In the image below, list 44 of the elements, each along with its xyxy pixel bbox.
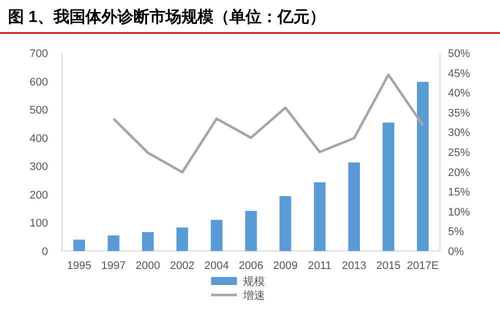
- y-tick-label: 400: [30, 132, 48, 145]
- bar: [176, 228, 188, 251]
- y2-tick-label: 15%: [448, 186, 470, 199]
- y2-tick-label: 25%: [448, 147, 470, 159]
- y2-tick-label: 5%: [448, 226, 464, 238]
- y2-tick-label: 20%: [448, 166, 470, 179]
- x-tick-label: 2000: [136, 260, 160, 272]
- x-tick-label: 2009: [273, 260, 298, 272]
- y-tick-label: 500: [30, 104, 48, 117]
- x-tick-label: 1997: [101, 260, 126, 272]
- y-tick-label: 300: [30, 161, 48, 174]
- bar: [280, 196, 292, 251]
- y2-tick-label: 50%: [448, 48, 470, 60]
- y2-tick-label: 40%: [448, 88, 470, 100]
- bar: [108, 235, 120, 251]
- x-tick-label: 2017E: [406, 260, 439, 272]
- bar: [210, 220, 222, 251]
- y-tick-label: 100: [30, 218, 48, 230]
- legend-label: 增速: [242, 289, 265, 302]
- x-tick-label: 2015: [376, 260, 401, 272]
- legend-label: 规模: [243, 276, 265, 288]
- bar: [382, 122, 394, 251]
- y-tick-label: 700: [30, 48, 48, 60]
- bar: [73, 240, 86, 251]
- title: 图 1、我国体外诊断市场规模（单位：亿元）: [8, 9, 326, 26]
- x-tick-label: 2004: [204, 260, 229, 272]
- y2-tick-label: 30%: [448, 127, 470, 140]
- y-tick-label: 200: [30, 189, 48, 202]
- x-tick-label: 2013: [342, 260, 366, 272]
- bar: [142, 232, 154, 251]
- y-tick-label: 600: [30, 76, 48, 88]
- x-tick-label: 1995: [66, 260, 92, 272]
- bar: [245, 210, 257, 251]
- bar: [416, 82, 429, 251]
- bar: [348, 162, 360, 251]
- y-tick-label: 0: [42, 246, 48, 258]
- x-tick-label: 2011: [308, 260, 332, 272]
- y2-tick-label: 45%: [448, 68, 470, 80]
- y2-tick-label: 0%: [448, 246, 464, 258]
- y2-tick-label: 10%: [448, 206, 470, 218]
- x-tick-label: 2002: [170, 260, 195, 272]
- bar: [314, 182, 326, 251]
- y2-tick-label: 35%: [448, 107, 470, 120]
- x-tick-label: 2006: [238, 260, 264, 272]
